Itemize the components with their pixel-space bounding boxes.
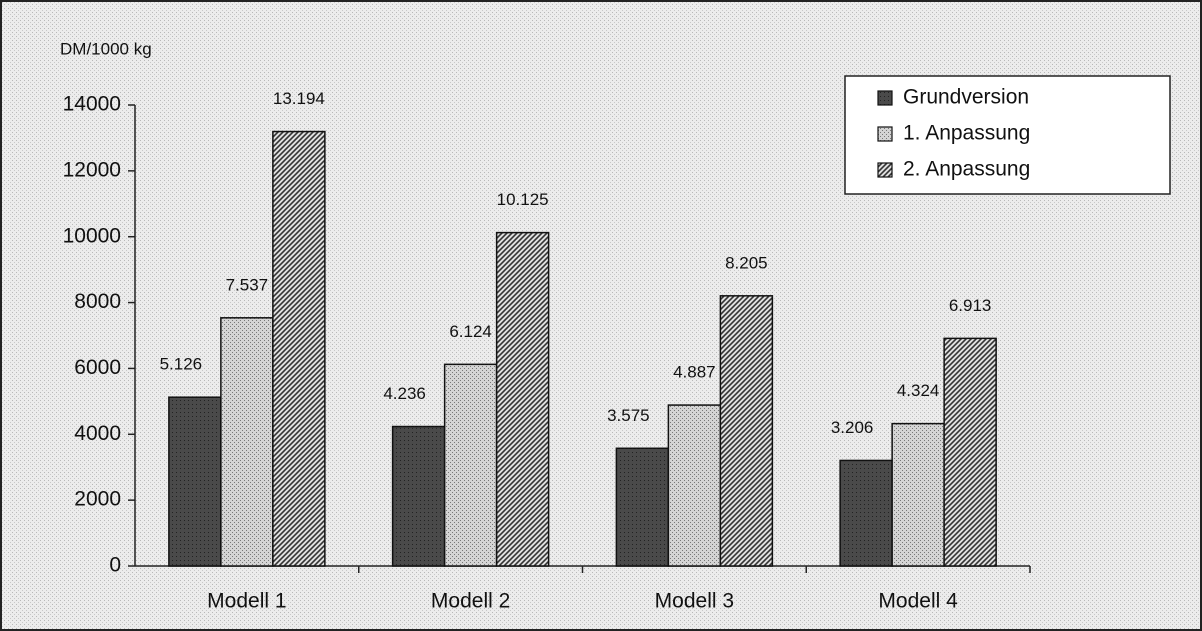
value-label: 4.887	[673, 363, 716, 382]
value-label: 3.206	[831, 418, 874, 437]
x-tick-label: Modell 3	[655, 590, 734, 613]
value-label: 4.324	[897, 381, 940, 400]
legend-label: 1. Anpassung	[903, 122, 1030, 145]
y-tick-label: 12000	[63, 158, 121, 181]
value-label: 5.126	[160, 355, 203, 374]
y-axis-label: DM/1000 kg	[60, 39, 152, 58]
legend-box	[844, 75, 1171, 195]
value-label: 6.913	[949, 296, 992, 315]
bar	[891, 422, 945, 567]
legend-swatch	[877, 90, 893, 106]
bar	[495, 231, 550, 567]
x-tick-label: Modell 4	[878, 590, 958, 613]
bar	[168, 396, 222, 567]
legend-swatch	[877, 162, 893, 178]
y-tick-label: 6000	[74, 356, 121, 379]
value-label: 7.537	[226, 275, 269, 294]
legend-label: 2. Anpassung	[903, 158, 1030, 181]
value-label: 10.125	[497, 190, 549, 209]
y-tick-label: 4000	[74, 422, 121, 445]
y-tick-label: 0	[109, 554, 121, 577]
value-label: 13.194	[273, 89, 325, 108]
legend-swatch	[877, 126, 893, 142]
bar	[272, 130, 326, 567]
bar	[667, 404, 722, 567]
value-label: 8.205	[725, 253, 768, 272]
bar	[220, 317, 274, 567]
x-tick-label: Modell 2	[431, 590, 510, 613]
bar	[943, 337, 997, 567]
y-tick-label: 14000	[63, 93, 121, 116]
y-tick-label: 2000	[74, 488, 121, 511]
x-tick-label: Modell 1	[207, 590, 286, 613]
bar	[443, 363, 498, 567]
value-label: 4.236	[383, 384, 426, 403]
bar	[391, 425, 446, 567]
bar	[719, 295, 774, 567]
bar	[615, 447, 670, 567]
legend-label: Grundversion	[903, 86, 1029, 109]
bar	[839, 459, 893, 567]
y-tick-label: 10000	[63, 224, 121, 247]
value-label: 6.124	[449, 322, 492, 341]
value-label: 3.575	[607, 406, 650, 425]
y-tick-label: 8000	[74, 290, 121, 313]
